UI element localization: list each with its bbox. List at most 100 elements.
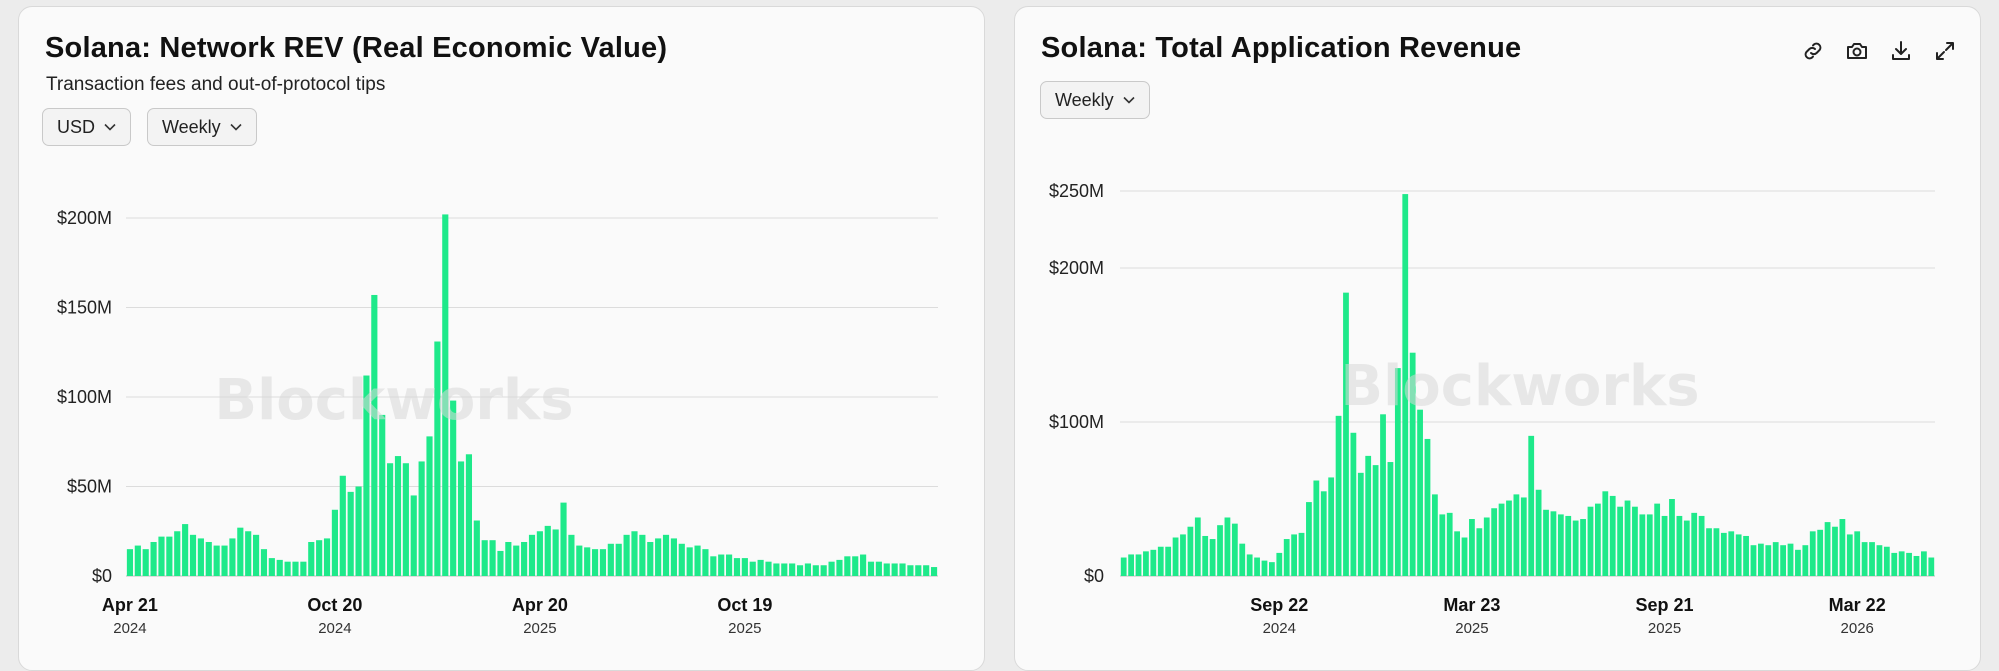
bar[interactable] bbox=[560, 502, 567, 576]
bar[interactable] bbox=[1172, 537, 1179, 577]
bar[interactable] bbox=[1157, 546, 1164, 576]
bar[interactable] bbox=[450, 400, 457, 576]
bar[interactable] bbox=[1617, 506, 1623, 576]
currency-dropdown[interactable]: USD bbox=[42, 108, 132, 146]
bar[interactable] bbox=[221, 545, 228, 576]
bar[interactable] bbox=[599, 549, 607, 576]
bar[interactable] bbox=[860, 554, 867, 576]
bar[interactable] bbox=[591, 549, 599, 576]
bar[interactable] bbox=[205, 541, 212, 576]
bar[interactable] bbox=[1209, 539, 1216, 576]
bar[interactable] bbox=[1335, 415, 1342, 576]
bar[interactable] bbox=[379, 414, 386, 576]
bar[interactable] bbox=[1261, 560, 1268, 576]
bar[interactable] bbox=[1528, 435, 1535, 576]
bar[interactable] bbox=[1476, 528, 1483, 576]
bar[interactable] bbox=[812, 565, 819, 576]
bar[interactable] bbox=[347, 491, 354, 576]
bar[interactable] bbox=[1231, 523, 1238, 576]
bar[interactable] bbox=[1928, 557, 1935, 576]
bar[interactable] bbox=[497, 550, 504, 576]
bar[interactable] bbox=[1632, 506, 1638, 576]
bar[interactable] bbox=[1535, 489, 1542, 576]
bar[interactable] bbox=[1498, 503, 1505, 576]
bar[interactable] bbox=[923, 565, 930, 576]
bar[interactable] bbox=[473, 520, 480, 576]
bar[interactable] bbox=[1787, 543, 1794, 576]
bar[interactable] bbox=[1572, 520, 1579, 576]
bar[interactable] bbox=[1313, 480, 1320, 576]
bar[interactable] bbox=[1283, 539, 1290, 576]
bar[interactable] bbox=[930, 567, 938, 576]
bar[interactable] bbox=[1298, 532, 1305, 576]
bar[interactable] bbox=[1461, 537, 1468, 577]
bar[interactable] bbox=[268, 558, 275, 576]
bar[interactable] bbox=[1424, 438, 1431, 576]
bar[interactable] bbox=[1765, 545, 1772, 576]
bar[interactable] bbox=[647, 541, 654, 576]
bar[interactable] bbox=[536, 531, 543, 576]
bar[interactable] bbox=[1506, 500, 1512, 576]
bar[interactable] bbox=[1402, 194, 1409, 576]
bar[interactable] bbox=[355, 486, 362, 577]
bar[interactable] bbox=[899, 563, 906, 576]
bar[interactable] bbox=[1454, 531, 1460, 576]
bar[interactable] bbox=[867, 561, 875, 576]
bar[interactable] bbox=[1720, 532, 1727, 576]
bar[interactable] bbox=[584, 547, 591, 576]
bar[interactable] bbox=[363, 375, 370, 576]
bar[interactable] bbox=[410, 495, 417, 576]
bar[interactable] bbox=[1817, 529, 1824, 576]
bar[interactable] bbox=[1320, 491, 1327, 576]
bar[interactable] bbox=[316, 540, 323, 576]
bar[interactable] bbox=[1239, 543, 1246, 576]
bar[interactable] bbox=[552, 529, 559, 576]
bar[interactable] bbox=[229, 538, 236, 576]
bar[interactable] bbox=[1802, 545, 1809, 576]
bar[interactable] bbox=[1224, 517, 1231, 576]
bar[interactable] bbox=[1380, 414, 1386, 576]
bar[interactable] bbox=[1772, 542, 1779, 576]
bar[interactable] bbox=[804, 563, 811, 576]
bar[interactable] bbox=[757, 559, 764, 576]
bar[interactable] bbox=[1432, 494, 1438, 576]
bar[interactable] bbox=[1187, 526, 1194, 576]
bar[interactable] bbox=[1861, 542, 1868, 576]
bar[interactable] bbox=[465, 454, 473, 576]
bar[interactable] bbox=[1906, 552, 1912, 576]
bar[interactable] bbox=[1276, 552, 1283, 576]
bar[interactable] bbox=[891, 563, 898, 576]
bar[interactable] bbox=[1217, 525, 1223, 576]
bar[interactable] bbox=[1143, 551, 1149, 576]
camera-icon[interactable] bbox=[1844, 38, 1870, 64]
bar[interactable] bbox=[749, 561, 756, 576]
bar[interactable] bbox=[394, 456, 402, 576]
bar[interactable] bbox=[1846, 534, 1853, 576]
bar[interactable] bbox=[1654, 503, 1661, 576]
bar[interactable] bbox=[1446, 512, 1453, 576]
bar[interactable] bbox=[1698, 515, 1705, 576]
bar[interactable] bbox=[607, 543, 614, 576]
bar[interactable] bbox=[726, 554, 733, 576]
bar[interactable] bbox=[1520, 497, 1527, 576]
bar[interactable] bbox=[253, 534, 260, 576]
bar[interactable] bbox=[245, 531, 252, 576]
download-icon[interactable] bbox=[1888, 38, 1914, 64]
bar[interactable] bbox=[505, 541, 512, 576]
bar[interactable] bbox=[1661, 515, 1668, 576]
bar[interactable] bbox=[639, 534, 646, 576]
bar[interactable] bbox=[1135, 554, 1142, 576]
bar[interactable] bbox=[1750, 545, 1757, 576]
bar[interactable] bbox=[371, 294, 378, 576]
bar[interactable] bbox=[1550, 511, 1557, 576]
bar[interactable] bbox=[323, 538, 331, 576]
bar[interactable] bbox=[284, 561, 291, 576]
bar[interactable] bbox=[513, 545, 520, 576]
bar[interactable] bbox=[300, 561, 307, 576]
bar[interactable] bbox=[1513, 494, 1520, 576]
bar[interactable] bbox=[1713, 528, 1720, 576]
bar[interactable] bbox=[237, 527, 244, 576]
bar[interactable] bbox=[387, 463, 394, 576]
bar[interactable] bbox=[1565, 515, 1572, 576]
bar[interactable] bbox=[662, 534, 670, 576]
